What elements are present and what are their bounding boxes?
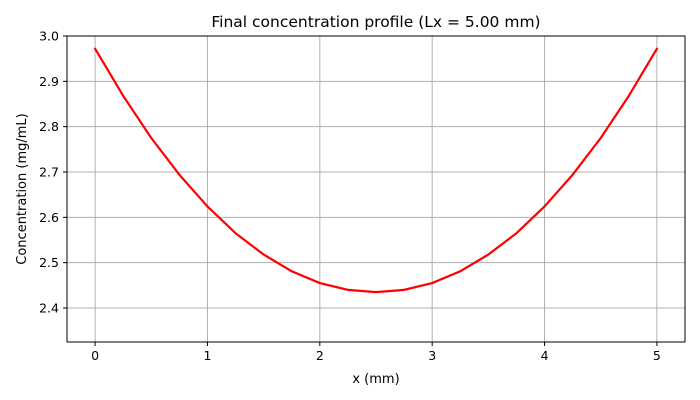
x-tick-label: 3 (428, 348, 436, 363)
y-tick-label: 2.4 (39, 301, 59, 316)
x-tick-label: 0 (91, 348, 99, 363)
y-tick-label: 2.9 (39, 74, 59, 89)
plot-frame (66, 35, 686, 343)
chart-title: Final concentration profile (Lx = 5.00 m… (211, 13, 540, 31)
y-tick-label: 2.7 (39, 165, 59, 180)
x-tick-label: 5 (653, 348, 661, 363)
y-axis-label: Concentration (mg/mL) (15, 113, 30, 264)
x-tick-label: 1 (203, 348, 211, 363)
y-tick-label: 2.8 (39, 119, 59, 134)
y-tick-label: 2.6 (39, 210, 59, 225)
y-tick-label: 3.0 (39, 29, 59, 44)
x-ticks: 0 1 2 3 4 5 (91, 342, 661, 363)
x-tick-label: 4 (541, 348, 549, 363)
series-line (93, 47, 659, 294)
y-ticks: 2.4 2.5 2.6 2.7 2.8 2.9 3.0 (39, 29, 67, 316)
x-tick-label: 2 (316, 348, 324, 363)
x-axis-label: x (mm) (352, 372, 399, 387)
series-layer (93, 47, 659, 294)
y-tick-label: 2.5 (39, 255, 59, 270)
